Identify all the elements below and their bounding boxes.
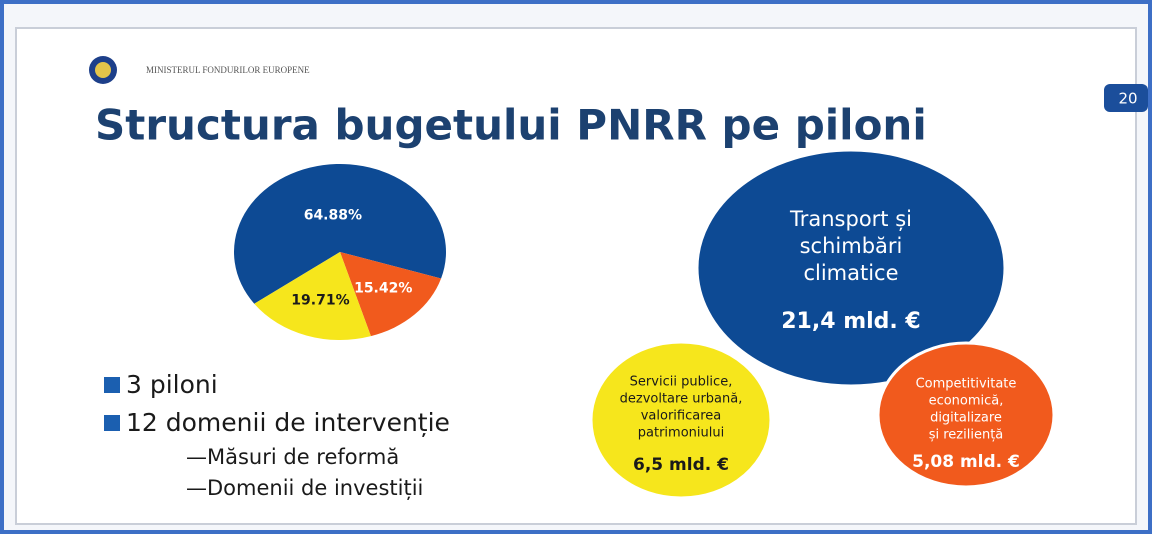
slide-title: Structura bugetului PNRR pe piloni	[95, 101, 927, 150]
page-number: 20	[1118, 90, 1137, 108]
slice-label: 15.42%	[354, 280, 412, 296]
sub-bullet-text: —Măsuri de reformă	[186, 445, 399, 469]
pie-chart: 64.88% 15.42% 19.71%	[234, 163, 447, 341]
slice-label: 64.88%	[304, 208, 362, 224]
pillar-name: Competitivitate	[916, 377, 1017, 392]
pillar-name: patrimoniului	[638, 426, 724, 441]
pillar-bubbles: Transport și schimbări climatice 21,4 mld. …	[589, 148, 1056, 500]
pillar-name: dezvoltare urbană,	[620, 392, 743, 407]
bullet-text: 12 domenii de intervenție	[126, 408, 450, 437]
pillar-amount: 6,5 mld. €	[633, 455, 729, 475]
page-number-box	[1104, 84, 1148, 112]
pie-slice	[254, 252, 371, 341]
pillar-name: Transport și	[789, 207, 912, 231]
pillar-bubble	[589, 340, 773, 500]
pie-slice	[234, 163, 447, 304]
bullet-square	[104, 377, 120, 393]
ministry-name: MINISTERUL FONDURILOR EUROPENE	[146, 65, 310, 75]
pillar-bubble	[876, 341, 1056, 489]
pillar-bubble	[695, 148, 1007, 388]
pillar-name: economică,	[929, 394, 1004, 409]
bullet-square	[104, 415, 120, 431]
logo-emblem	[95, 62, 111, 78]
pie-slice	[340, 252, 442, 337]
pillar-amount: 5,08 mld. €	[912, 452, 1020, 472]
sub-bullet-text: —Domenii de investiții	[186, 476, 423, 500]
bullet-list: 3 piloni 12 domenii de intervenție —Măsuri…	[104, 370, 450, 500]
bullet-text: 3 piloni	[126, 370, 218, 399]
pillar-name: schimbări	[800, 234, 903, 258]
pillar-name: valorificarea	[641, 409, 722, 424]
pillar-name: digitalizare	[930, 411, 1002, 426]
slice-label: 19.71%	[291, 292, 349, 308]
pillar-name: și reziliență	[929, 428, 1004, 443]
pillar-name: climatice	[803, 261, 898, 285]
pillar-amount: 21,4 mld. €	[781, 309, 920, 334]
pillar-name: Servicii publice,	[630, 375, 733, 390]
